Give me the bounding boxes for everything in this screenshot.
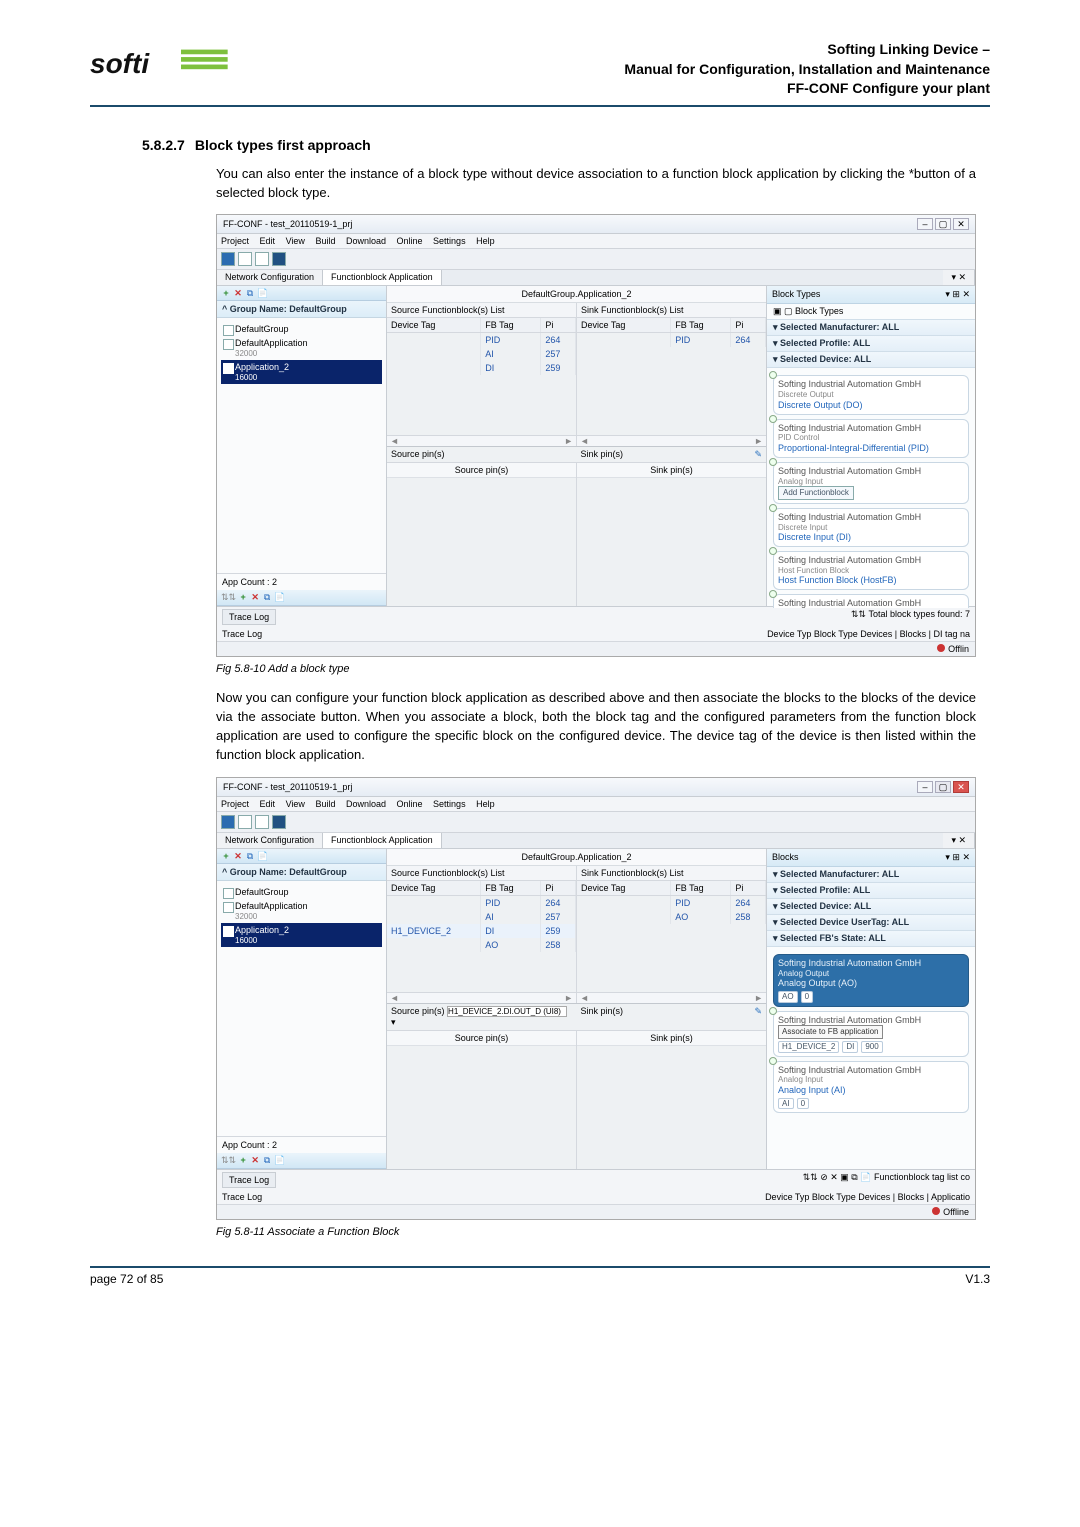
tab-fb-application[interactable]: Functionblock Application: [323, 270, 442, 285]
screenshot-fig-5-8-10: FF-CONF - test_20110519-1_prj – ▢ ✕ Proj…: [216, 214, 976, 657]
source-pin-input[interactable]: [447, 1006, 567, 1017]
paste-icon[interactable]: 📄: [257, 288, 267, 298]
intro-paragraph: You can also enter the instance of a blo…: [216, 165, 976, 203]
tree-defaultgroup[interactable]: DefaultGroup: [221, 322, 382, 336]
save-icon[interactable]: [221, 252, 235, 266]
softing-logo: softi: [90, 40, 230, 90]
blocks-title: Blocks: [772, 852, 799, 863]
help-icon[interactable]: [272, 252, 286, 266]
tree-application2[interactable]: Application_216000: [221, 360, 382, 384]
minimize-icon[interactable]: –: [917, 781, 933, 793]
tree-defaultapp[interactable]: DefaultApplication32000: [221, 336, 382, 360]
page-number: page 72 of 85: [90, 1272, 163, 1286]
fig-caption-1: Fig 5.8-10 Add a block type: [216, 663, 990, 675]
maximize-icon[interactable]: ▢: [935, 218, 951, 230]
associate-button[interactable]: Associate to FB application: [778, 1025, 883, 1039]
close-icon[interactable]: ✕: [953, 218, 969, 230]
add-functionblock-button[interactable]: Add Functionblock: [778, 486, 854, 500]
version: V1.3: [965, 1272, 990, 1286]
window-title: FF-CONF - test_20110519-1_prj: [223, 219, 352, 229]
down-icon[interactable]: [255, 252, 269, 266]
trace-log-tab[interactable]: Trace Log: [222, 609, 276, 625]
center-title: DefaultGroup.Application_2: [387, 286, 766, 303]
paragraph-2: Now you can configure your function bloc…: [216, 689, 976, 764]
minimize-icon[interactable]: –: [917, 218, 933, 230]
add-icon[interactable]: +: [221, 288, 231, 298]
section-heading: 5.8.2.7Block types first approach: [142, 137, 990, 153]
blocktypes-title: Block Types: [772, 289, 820, 300]
fig-caption-2: Fig 5.8-11 Associate a Function Block: [216, 1226, 990, 1238]
screenshot-fig-5-8-11: FF-CONF - test_20110519-1_prj – ▢ ✕ Proj…: [216, 777, 976, 1220]
delete-icon[interactable]: ✕: [233, 288, 243, 298]
maximize-icon[interactable]: ▢: [935, 781, 951, 793]
group-name-label: ^ Group Name: DefaultGroup: [217, 301, 386, 318]
undo-icon[interactable]: [238, 252, 252, 266]
svg-text:softi: softi: [90, 48, 150, 79]
close-icon[interactable]: ✕: [953, 781, 969, 793]
doc-header: Softing Linking Device – Manual for Conf…: [624, 40, 990, 99]
menubar: Project Edit View Build Download Online …: [217, 234, 975, 249]
app-count-label: App Count : 2: [217, 573, 386, 590]
tab-network-config[interactable]: Network Configuration: [217, 270, 323, 285]
copy-icon[interactable]: ⧉: [245, 288, 255, 298]
